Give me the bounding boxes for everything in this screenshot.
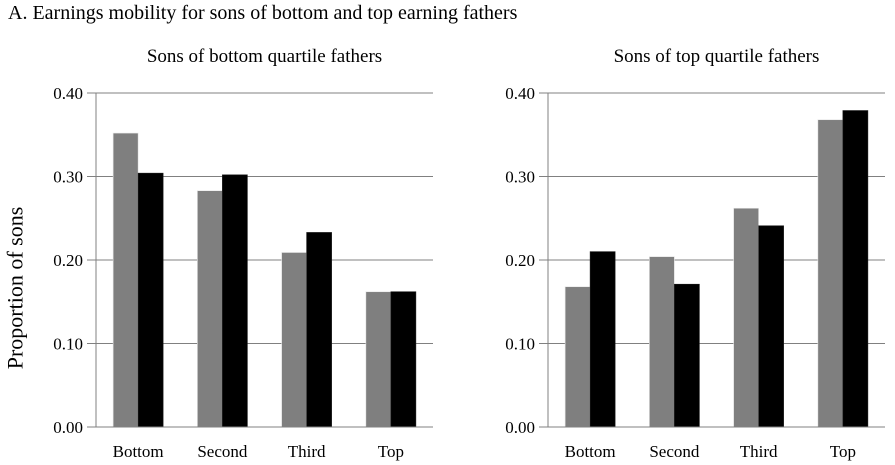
- bar-gray-third: [281, 252, 307, 428]
- y-axis-title: Proportion of sons: [2, 206, 27, 370]
- bar-black-top: [390, 291, 417, 428]
- x-category-label: Top: [378, 442, 404, 461]
- x-category-label: Third: [288, 442, 326, 461]
- y-tick-label: 0.30: [53, 168, 83, 187]
- bar-black-third: [758, 225, 784, 428]
- bar-black-top: [842, 110, 869, 428]
- y-tick-label: 0.40: [53, 85, 83, 103]
- y-tick-label: 0.00: [505, 418, 535, 437]
- bar-black-bottom: [137, 172, 164, 428]
- bar-black-third: [306, 232, 332, 428]
- left-panel-title: Sons of bottom quartile fathers: [146, 46, 383, 67]
- y-tick-label: 0.10: [505, 335, 535, 354]
- bar-gray-third: [733, 207, 759, 428]
- right-chart: 0.00 0.10 0.20 0.30 0.40 Bottom Second Third Top: [505, 85, 885, 461]
- bar-black-second: [222, 174, 248, 428]
- y-tick-label: 0.20: [505, 251, 535, 270]
- figure-title: A. Earnings mobility for sons of bottom …: [8, 2, 518, 24]
- bar-black-second: [674, 283, 700, 428]
- bar-gray-bottom: [564, 286, 591, 428]
- right-panel-title: Sons of top quartile fathers: [613, 46, 820, 67]
- x-category-label: Second: [649, 442, 700, 461]
- bar-gray-top: [817, 119, 844, 428]
- y-tick-label: 0.20: [53, 251, 83, 270]
- left-chart: 0.00 0.10 0.20 0.30 0.40 Bottom Second Third Top: [53, 85, 433, 461]
- bar-gray-top: [365, 291, 392, 428]
- bar-black-bottom: [589, 251, 616, 428]
- y-tick-label: 0.00: [53, 418, 83, 437]
- x-category-label: Second: [197, 442, 248, 461]
- x-category-label: Bottom: [565, 442, 616, 461]
- bar-gray-bottom: [112, 132, 139, 428]
- y-tick-label: 0.40: [505, 85, 535, 103]
- bar-gray-second: [197, 190, 223, 428]
- x-category-label: Top: [830, 442, 856, 461]
- y-axis-title-box: Proportion of sons: [0, 121, 30, 455]
- x-category-label: Third: [740, 442, 778, 461]
- x-category-label: Bottom: [113, 442, 164, 461]
- y-tick-label: 0.10: [53, 335, 83, 354]
- bar-gray-second: [649, 256, 675, 428]
- y-tick-label: 0.30: [505, 168, 535, 187]
